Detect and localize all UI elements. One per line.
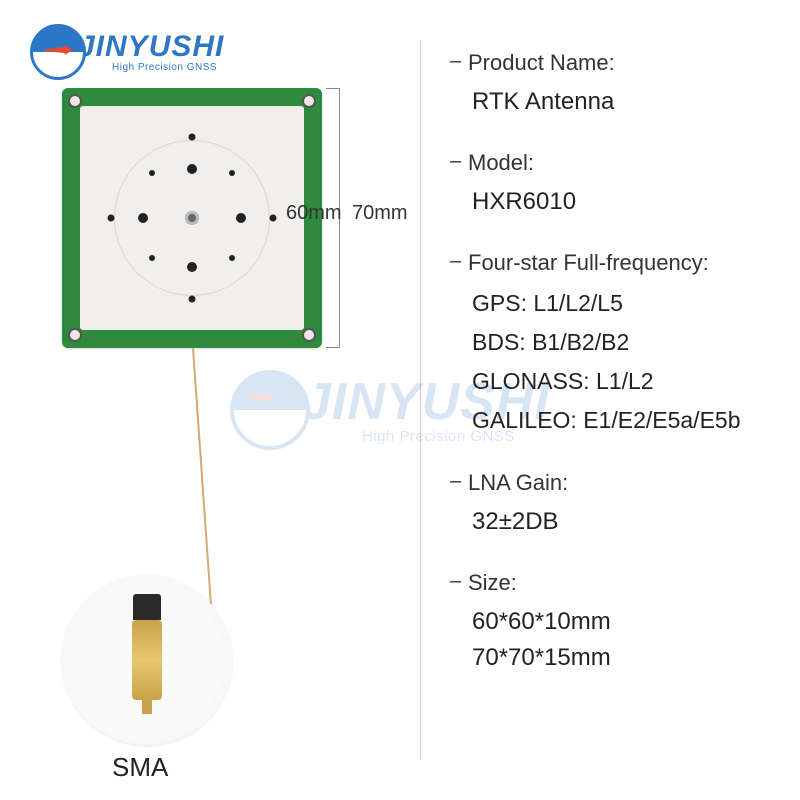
via-icon <box>229 255 235 261</box>
spec-frequency: Four-star Full-frequency: GPS: L1/L2/L5 … <box>450 250 780 440</box>
freq-galileo: GALILEO: E1/E2/E5a/E5b <box>450 401 780 440</box>
connector-type-label: SMA <box>112 752 168 783</box>
antenna-board <box>62 88 322 348</box>
size-line-2: 70*70*15mm <box>472 640 780 676</box>
via-icon <box>269 215 276 222</box>
spec-model: Model: HXR6010 <box>450 150 780 220</box>
spec-size: Size: 60*60*10mm 70*70*15mm <box>450 570 780 676</box>
spec-list: Product Name: RTK Antenna Model: HXR6010… <box>450 50 780 706</box>
via-icon <box>149 170 155 176</box>
brand-text: JINYUSHI High Precision GNSS <box>78 32 224 73</box>
freq-bds: BDS: B1/B2/B2 <box>450 323 780 362</box>
coax-cable <box>192 348 212 608</box>
spec-value: HXR6010 <box>450 184 780 220</box>
mount-hole-icon <box>302 94 316 108</box>
via-icon <box>108 215 115 222</box>
spec-value: 32±2DB <box>450 504 780 540</box>
mount-hole-icon <box>302 328 316 342</box>
dim-outer: 70mm <box>352 202 408 225</box>
via-icon <box>149 255 155 261</box>
left-panel: JINYUSHI High Precision GNSS <box>0 0 420 800</box>
spec-label: Four-star Full-frequency: <box>450 250 780 276</box>
ceramic-patch <box>80 106 304 330</box>
spec-value: RTK Antenna <box>450 84 780 120</box>
mount-hole-icon <box>68 328 82 342</box>
spec-label: Model: <box>450 150 780 176</box>
feed-point-icon <box>185 211 199 225</box>
brand-logo: JINYUSHI High Precision GNSS <box>30 24 224 80</box>
spec-label: Size: <box>450 570 780 596</box>
spec-lna-gain: LNA Gain: 32±2DB <box>450 470 780 540</box>
via-icon <box>187 164 197 174</box>
via-icon <box>236 213 246 223</box>
via-icon <box>189 295 196 302</box>
connector-detail <box>62 575 232 745</box>
brand-tagline: High Precision GNSS <box>78 62 224 73</box>
freq-glonass: GLONASS: L1/L2 <box>450 362 780 401</box>
product-infographic: JINYUSHI High Precision GNSS <box>0 0 800 800</box>
via-icon <box>189 134 196 141</box>
spec-product-name: Product Name: RTK Antenna <box>450 50 780 120</box>
freq-gps: GPS: L1/L2/L5 <box>450 284 780 323</box>
spec-value: 60*60*10mm 70*70*15mm <box>450 604 780 676</box>
spec-label: LNA Gain: <box>450 470 780 496</box>
pcb <box>62 88 322 348</box>
via-icon <box>187 262 197 272</box>
via-icon <box>138 213 148 223</box>
dim-inner: 60mm <box>286 202 342 225</box>
vertical-divider <box>420 40 421 760</box>
via-icon <box>229 170 235 176</box>
size-line-1: 60*60*10mm <box>472 604 780 640</box>
brand-name: JINYUSHI <box>78 32 224 62</box>
globe-icon <box>30 24 86 80</box>
sma-connector-icon <box>132 620 162 700</box>
spec-label: Product Name: <box>450 50 780 76</box>
